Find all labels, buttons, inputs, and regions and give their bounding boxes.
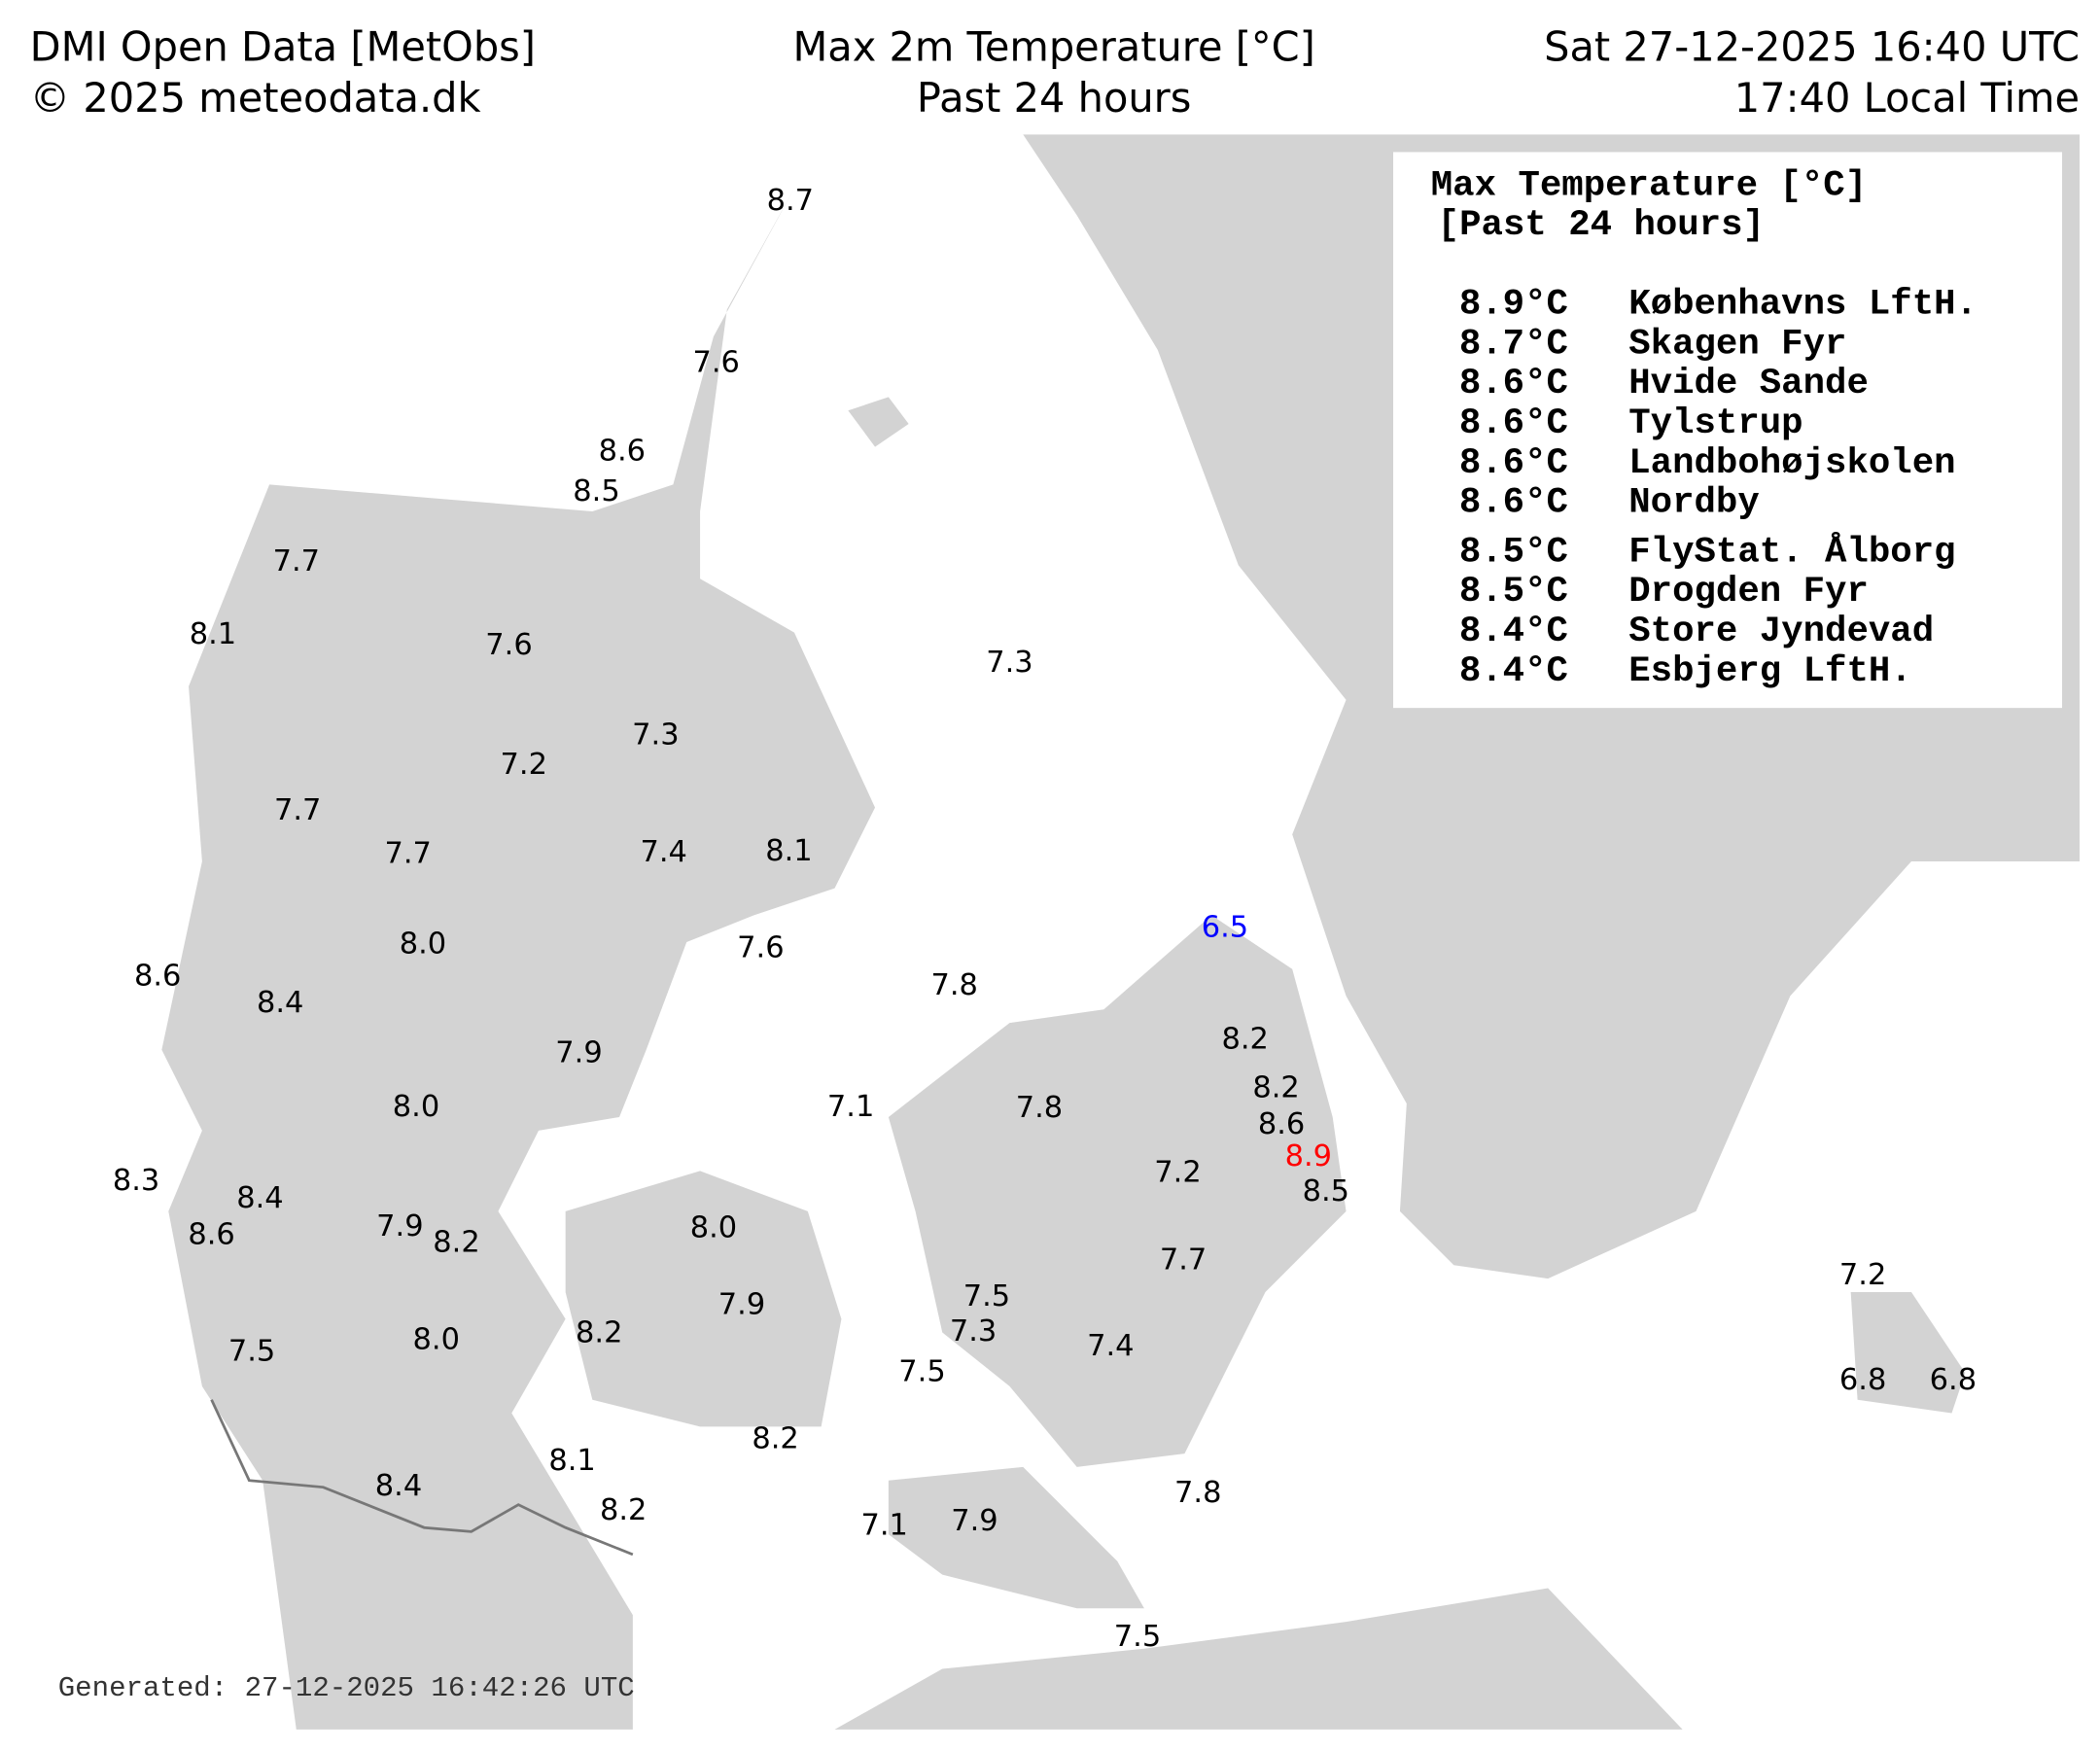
legend-value: 8.5°C [1459, 572, 1568, 613]
station-value: 7.9 [555, 1035, 602, 1069]
station-value: 8.4 [257, 986, 303, 1020]
station-value: 7.3 [986, 646, 1032, 680]
legend-station: FlyStat. Ålborg [1628, 531, 1955, 573]
border [210, 1399, 634, 1557]
station-value: 7.4 [1087, 1329, 1134, 1363]
station-value: 8.1 [765, 834, 812, 868]
legend-title: Max Temperature [°C] [1431, 166, 1867, 207]
legend-title: [Past 24 hours] [1438, 205, 1765, 246]
station-value: 7.4 [640, 835, 686, 869]
station-value: 7.6 [485, 628, 532, 662]
legend-value: 8.9°C [1459, 285, 1568, 326]
station-value: 7.5 [228, 1335, 275, 1369]
bornholm [1850, 1291, 1966, 1414]
station-value: 6.8 [1930, 1363, 1977, 1397]
station-value: 7.7 [384, 837, 431, 871]
station-value: 8.7 [767, 184, 814, 218]
station-value: 8.2 [1222, 1023, 1269, 1057]
station-value: 7.6 [737, 930, 784, 964]
station-value: 8.3 [113, 1164, 159, 1198]
station-value: 7.8 [1174, 1476, 1221, 1510]
legend-value: 8.6°C [1459, 364, 1568, 404]
station-value: 7.8 [1016, 1091, 1063, 1125]
station-value: 8.5 [573, 474, 619, 508]
legend-station: Esbjerg LftH. [1628, 651, 1911, 692]
lolland-falster [888, 1466, 1144, 1609]
legend-value: 8.4°C [1459, 612, 1568, 652]
header-subtitle: Past 24 hours [917, 74, 1191, 122]
legend-value: 8.6°C [1459, 483, 1568, 524]
laeso [848, 397, 909, 447]
legend-rows: 8.9°C Københavns LftH. 8.7°C Skagen Fyr 8.6°… [1459, 285, 1978, 692]
legend-station: Landbohøjskolen [1628, 443, 1955, 484]
jutland [161, 188, 876, 1730]
station-value: 8.6 [134, 960, 181, 994]
legend-station: Skagen Fyr [1628, 324, 1846, 365]
station-value: 7.1 [861, 1508, 908, 1542]
station-value: 7.9 [376, 1209, 423, 1243]
station-value: 7.3 [632, 718, 679, 753]
legend-value: 8.6°C [1459, 403, 1568, 444]
station-value: 7.7 [1160, 1243, 1207, 1278]
legend-value: 8.7°C [1459, 324, 1568, 365]
station-value: 7.2 [1154, 1156, 1201, 1190]
station-value: 8.0 [393, 1090, 439, 1124]
header-right: Sat 27-12-2025 16:40 UTC [1544, 22, 2080, 70]
station-value: 6.8 [1839, 1363, 1886, 1397]
legend-box [1393, 152, 2063, 709]
germany [834, 1588, 1683, 1730]
station-value: 7.5 [963, 1279, 1010, 1313]
legend-station: Københavns LftH. [1628, 285, 1978, 326]
legend-value: 8.5°C [1459, 532, 1568, 573]
station-value: 8.4 [236, 1181, 283, 1215]
station-value: 8.2 [752, 1422, 798, 1456]
station-value: 8.1 [548, 1444, 595, 1478]
station-value: 8.5 [1303, 1174, 1349, 1208]
station-value: 8.1 [190, 617, 236, 651]
station-value: 8.6 [188, 1217, 234, 1251]
station-value: 7.5 [898, 1355, 945, 1389]
station-value: 6.5 [1202, 911, 1248, 945]
legend-station: Drogden Fyr [1628, 572, 1869, 613]
legend-station: Tylstrup [1628, 403, 1802, 444]
station-value: 7.7 [273, 544, 320, 578]
station-value: 8.6 [599, 435, 646, 469]
station-value: 7.5 [1114, 1620, 1161, 1654]
legend-value: 8.4°C [1459, 651, 1568, 692]
station-value: 8.2 [433, 1226, 479, 1260]
legend-station: Store Jyndevad [1628, 612, 1934, 652]
station-value: 7.1 [827, 1090, 874, 1124]
station-value: 8.6 [1258, 1107, 1305, 1141]
zealand [888, 915, 1347, 1467]
station-value: 8.2 [576, 1315, 622, 1349]
legend-station: Hvide Sande [1628, 364, 1869, 404]
station-value: 8.0 [413, 1322, 460, 1356]
funen [565, 1171, 842, 1427]
header-right: 17:40 Local Time [1734, 74, 2080, 122]
station-value: 7.7 [274, 793, 321, 827]
station-value: 8.0 [400, 927, 446, 961]
station-value: 7.2 [501, 748, 547, 782]
stations: 8.7 7.6 8.6 8.5 7.7 8.1 7.6 7.3 7.3 7.2 7.7 7.7 7.4 8… [113, 184, 1977, 1654]
station-value: 7.8 [931, 968, 978, 1002]
station-value: 8.2 [1252, 1070, 1299, 1104]
station-value: 7.6 [692, 345, 739, 379]
legend-value: 8.6°C [1459, 443, 1568, 484]
station-value: 7.9 [718, 1287, 765, 1321]
footer: Generated: 27-12-2025 16:42:26 UTC [58, 1672, 635, 1704]
header-left: © 2025 meteodata.dk [30, 74, 481, 122]
station-value: 7.2 [1839, 1258, 1886, 1292]
station-value: 7.9 [951, 1504, 998, 1538]
station-value: 8.9 [1285, 1139, 1332, 1173]
legend-station: Nordby [1628, 483, 1760, 524]
header-title: Max 2m Temperature [°C] [792, 22, 1314, 70]
station-value: 8.4 [375, 1469, 422, 1503]
station-value: 8.0 [690, 1210, 737, 1244]
station-value: 8.2 [600, 1493, 647, 1527]
header-left: DMI Open Data [MetObs] [30, 22, 536, 70]
station-value: 7.3 [950, 1314, 997, 1348]
